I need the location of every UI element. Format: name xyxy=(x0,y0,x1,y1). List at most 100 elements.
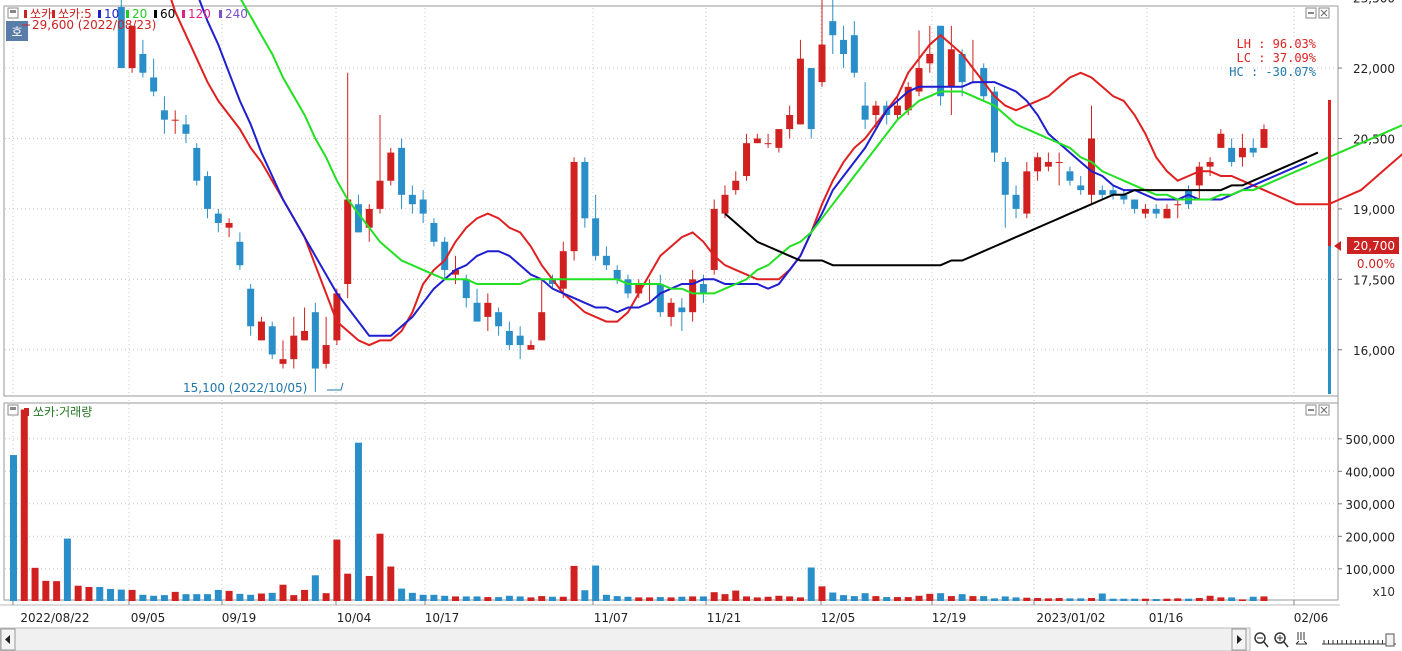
zoom-out-icon xyxy=(1254,632,1266,644)
candle xyxy=(333,288,341,346)
price-legend: 쏘카 쏘카:5 10 20 60 120 240 xyxy=(7,7,248,21)
volume-bar xyxy=(1228,597,1236,601)
candle xyxy=(527,340,535,350)
candle xyxy=(1098,185,1106,200)
volume-bar xyxy=(1023,597,1031,601)
candle xyxy=(387,147,395,186)
fit-range-icon xyxy=(1295,632,1308,645)
candle xyxy=(139,39,147,78)
volume-bar xyxy=(398,588,406,601)
price-panel-controls[interactable] xyxy=(1305,7,1330,19)
grid xyxy=(5,8,1337,600)
volume-bar xyxy=(1066,598,1074,601)
legend-item: 쏘카:5 xyxy=(52,7,92,21)
candle xyxy=(775,129,783,153)
candles xyxy=(117,0,1268,393)
volume-bar xyxy=(1044,598,1052,601)
candle xyxy=(117,0,125,69)
date-tick-label: 09/19 xyxy=(222,611,257,625)
date-tick-label: 10/17 xyxy=(425,611,460,625)
volume-bar xyxy=(376,533,384,601)
candle xyxy=(344,72,352,299)
volume-bar xyxy=(678,596,686,601)
mode-badge[interactable]: 호 xyxy=(6,21,28,41)
volume-bar xyxy=(473,596,481,601)
volume-bar xyxy=(214,589,222,601)
date-tick-label: 11/07 xyxy=(594,611,629,625)
candle xyxy=(818,0,826,87)
candle xyxy=(786,105,794,139)
volume-bar xyxy=(613,596,621,601)
date-tick-label: 01/16 xyxy=(1149,611,1184,625)
candle xyxy=(581,157,589,228)
candle xyxy=(193,143,201,186)
candle xyxy=(807,68,815,139)
candle xyxy=(1206,157,1214,177)
fit-range-button[interactable] xyxy=(1295,632,1308,645)
volume-bar xyxy=(408,592,416,601)
volume-bar xyxy=(926,593,934,601)
volume-panel-controls[interactable] xyxy=(1305,404,1330,416)
candle xyxy=(926,25,934,73)
candle xyxy=(484,293,492,331)
volume-bar xyxy=(1077,598,1085,601)
zoom-slider[interactable] xyxy=(1322,633,1396,647)
candle xyxy=(743,133,751,181)
candle xyxy=(1044,152,1052,172)
lc-ratio: LC : 37.09% xyxy=(1237,51,1317,65)
zoom-slider-thumb[interactable] xyxy=(1385,633,1395,647)
date-axis: 2022/08/22 09/05 09/19 10/04 10/17 11/07 11/21… xyxy=(0,600,1340,625)
volume-bar xyxy=(538,596,546,601)
candle xyxy=(1260,124,1268,148)
volume-bar xyxy=(107,588,115,601)
volume-bar xyxy=(915,595,923,601)
price-axis-area xyxy=(1339,6,1402,600)
range-bar-up xyxy=(1328,100,1331,246)
candle xyxy=(1120,190,1128,205)
volume-bars xyxy=(10,409,1268,601)
moving-averages xyxy=(170,0,1402,347)
volume-bar xyxy=(171,591,179,601)
date-tick-label: 10/04 xyxy=(337,611,372,625)
volume-tick-label: 200,000 xyxy=(1345,530,1395,544)
volume-bar xyxy=(646,597,654,601)
volume-bar xyxy=(667,597,675,601)
volume-bar xyxy=(1109,598,1117,601)
candle xyxy=(1195,161,1203,200)
candle xyxy=(1055,152,1063,186)
zoom-in-button[interactable] xyxy=(1274,632,1289,648)
low-marker: 15,100 (2022/10/05) xyxy=(183,381,307,395)
candle xyxy=(732,171,740,195)
candle xyxy=(182,115,190,144)
candle xyxy=(311,302,319,393)
volume-bar xyxy=(689,596,697,601)
volume-bar xyxy=(387,566,395,601)
volume-bar xyxy=(1034,598,1042,601)
candle xyxy=(1238,133,1246,167)
candle xyxy=(160,96,168,134)
volume-bar xyxy=(969,596,977,601)
volume-bar xyxy=(257,593,265,601)
zoom-out-button[interactable] xyxy=(1254,632,1269,648)
candle xyxy=(290,316,298,369)
volume-bar xyxy=(430,594,438,601)
last-price-marker: 20,700 0.00% xyxy=(1334,237,1399,271)
candle xyxy=(570,157,578,261)
volume-bar xyxy=(1001,596,1009,601)
volume-bar xyxy=(441,595,449,601)
horizontal-scrollbar[interactable] xyxy=(0,627,1251,651)
legend-item-label: 20 xyxy=(132,7,147,21)
candle xyxy=(829,0,837,54)
volume-bar xyxy=(182,594,190,601)
legend-item-label: 쏘카 xyxy=(30,7,52,21)
legend-item: 120 xyxy=(182,7,211,21)
volume-bar xyxy=(31,567,39,601)
candle xyxy=(592,194,600,261)
legend-item-label: 10 xyxy=(104,7,119,21)
candle xyxy=(753,133,761,144)
volume-bar xyxy=(1012,597,1020,601)
volume-bar xyxy=(753,597,761,601)
volume-tick-label: 400,000 xyxy=(1345,465,1395,479)
volume-bar xyxy=(160,595,168,601)
date-tick-label: 12/05 xyxy=(821,611,856,625)
